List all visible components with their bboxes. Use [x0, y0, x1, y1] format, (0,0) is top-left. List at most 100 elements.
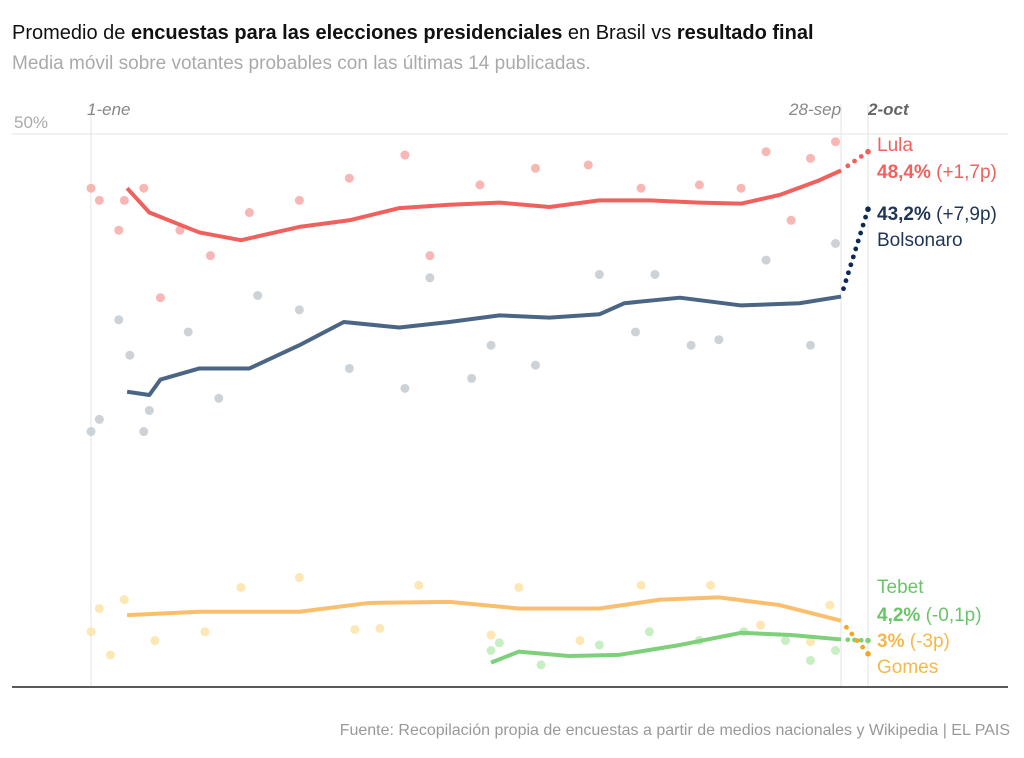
label-bolsonaro-result: 43,2% (+7,9p)	[877, 204, 997, 225]
final-result-point-lula	[865, 148, 871, 155]
y-tick-label: 50%	[14, 113, 48, 132]
average-line-bolsonaro	[126, 294, 842, 398]
poll-point-tebet	[781, 636, 790, 646]
poll-point-gomes	[514, 582, 524, 592]
poll-point-lula	[530, 163, 540, 173]
label-bolsonaro-name: Bolsonaro	[877, 230, 963, 251]
x-tick-label: 2-oct	[867, 100, 910, 119]
poll-point-lula	[694, 180, 704, 190]
poll-point-gomes	[636, 580, 646, 590]
label-tebet-name: Tebet	[877, 577, 924, 598]
average-line-gomes	[127, 595, 842, 623]
poll-point-gomes	[414, 580, 424, 590]
poll-point-lula	[475, 180, 485, 190]
poll-point-tebet	[494, 638, 504, 648]
connector-dot-bolsonaro	[848, 262, 854, 268]
poll-point-gomes	[105, 650, 115, 660]
connector-dot-gomes	[854, 638, 860, 643]
connector-dot-gomes	[860, 644, 866, 650]
poll-point-lula	[344, 173, 354, 183]
poll-point-bolsonaro	[400, 383, 410, 393]
poll-point-lula	[400, 150, 410, 160]
label-tebet-result: 4,2% (-0,1p)	[877, 605, 982, 626]
poll-point-lula	[831, 137, 841, 147]
final-result-point-tebet	[865, 637, 871, 644]
connector-dot-lula	[858, 153, 864, 159]
poll-point-bolsonaro	[594, 269, 604, 279]
poll-point-lula	[583, 160, 593, 170]
x-tick-label: 28-sep	[788, 100, 841, 119]
average-line-lula	[125, 168, 842, 243]
poll-point-gomes	[119, 595, 129, 605]
final-result-point-gomes	[865, 651, 871, 657]
poll-point-tebet	[831, 646, 841, 656]
label-lula-name: Lula	[877, 135, 913, 156]
connector-dot-tebet	[858, 637, 864, 643]
poll-point-gomes	[350, 624, 360, 634]
connector-dot-lula	[845, 163, 851, 169]
poll-point-lula	[761, 147, 771, 157]
poll-point-lula	[294, 195, 304, 205]
poll-point-tebet	[594, 640, 604, 650]
connector-dot-lula	[852, 158, 857, 164]
connector-dot-gomes	[849, 631, 855, 637]
poll-point-gomes	[806, 637, 816, 647]
poll-point-gomes	[86, 627, 96, 637]
poll-point-bolsonaro	[253, 290, 263, 300]
poll-point-bolsonaro	[831, 238, 841, 248]
poll-point-bolsonaro	[650, 269, 660, 279]
poll-point-gomes	[200, 627, 210, 637]
poll-point-lula	[175, 225, 185, 235]
poll-point-bolsonaro	[344, 363, 354, 373]
poll-point-bolsonaro	[294, 305, 304, 315]
label-gomes-name: Gomes	[877, 657, 939, 678]
poll-point-lula	[139, 183, 149, 193]
poll-point-bolsonaro	[94, 414, 104, 424]
x-tick-label: 1-ene	[87, 100, 130, 119]
poll-point-bolsonaro	[114, 315, 124, 325]
poll-point-lula	[786, 215, 796, 225]
poll-point-tebet	[536, 660, 546, 670]
poll-point-gomes	[486, 630, 496, 640]
connector-dot-bolsonaro	[855, 238, 861, 244]
poll-point-bolsonaro	[183, 327, 193, 337]
connector-dot-bolsonaro	[853, 246, 859, 252]
poll-point-lula	[244, 208, 254, 218]
poll-point-tebet	[806, 655, 816, 665]
poll-point-bolsonaro	[425, 273, 435, 283]
poll-point-bolsonaro	[630, 327, 640, 337]
poll-point-lula	[119, 195, 129, 205]
connector-dot-tebet	[845, 637, 851, 643]
poll-point-lula	[425, 251, 435, 261]
poll-point-bolsonaro	[761, 255, 771, 265]
poll-point-lula	[806, 153, 816, 163]
connector-dot-bolsonaro	[850, 254, 856, 260]
poll-point-gomes	[236, 582, 246, 592]
poll-point-bolsonaro	[806, 340, 816, 350]
poll-point-lula	[736, 183, 746, 193]
final-result-point-bolsonaro	[865, 206, 871, 213]
poll-point-gomes	[705, 580, 715, 590]
connector-dot-bolsonaro	[843, 278, 849, 284]
poll-point-gomes	[825, 600, 835, 610]
poll-point-bolsonaro	[139, 427, 149, 437]
poll-point-lula	[114, 225, 124, 235]
label-lula-result: 48,4% (+1,7p)	[877, 162, 997, 183]
poll-point-lula	[94, 195, 104, 205]
poll-point-gomes	[294, 573, 304, 583]
label-gomes-result: 3% (-3p)	[877, 631, 950, 652]
connector-dot-bolsonaro	[846, 270, 851, 276]
poll-point-bolsonaro	[125, 350, 135, 360]
poll-point-bolsonaro	[467, 373, 477, 383]
poll-point-gomes	[150, 636, 160, 646]
poll-point-lula	[86, 183, 96, 193]
average-line-tebet	[490, 630, 842, 665]
poll-point-lula	[205, 251, 215, 261]
poll-point-lula	[636, 183, 646, 193]
poll-point-lula	[155, 293, 165, 303]
poll-point-gomes	[94, 603, 104, 613]
chart-subtitle: Media móvil sobre votantes probables con…	[12, 53, 591, 74]
connector-dot-bolsonaro	[858, 230, 864, 236]
poll-point-tebet	[486, 646, 496, 656]
